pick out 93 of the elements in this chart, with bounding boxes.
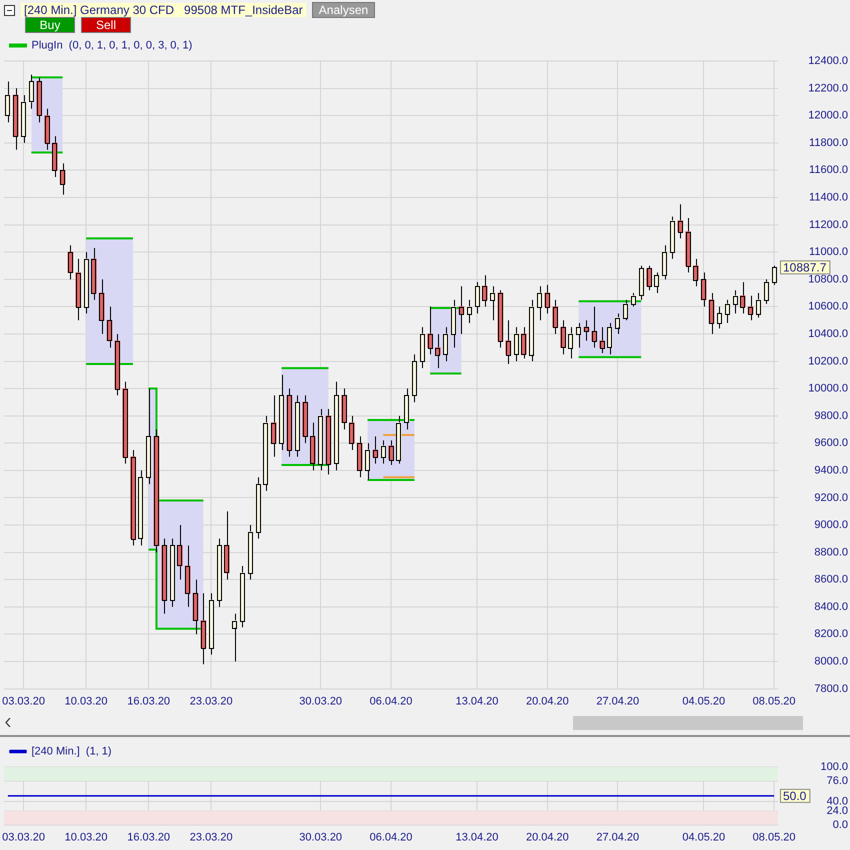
- x-tick-label: 23.03.20: [190, 831, 233, 844]
- candlestick: [333, 381, 340, 471]
- y-tick-label: 9600.0: [814, 437, 848, 450]
- candlestick: [184, 545, 191, 608]
- candlestick: [224, 510, 230, 580]
- text: 10887.7: [783, 260, 826, 275]
- y-tick-label: 9800.0: [814, 410, 848, 422]
- x-tick-label: 06.04.20: [370, 695, 412, 708]
- chart-title: [240 Min.] Germany 30 CFD 99508 MTF_InsideBar: [21, 3, 306, 17]
- legend-label: [240 Min.] (1, 1): [32, 746, 112, 758]
- y-tick-label: 76.0: [826, 774, 848, 787]
- x-tick-label: 23.03.20: [190, 695, 233, 708]
- y-tick-label: 11200.0: [809, 218, 848, 231]
- candlestick: [513, 326, 519, 362]
- y-tick-label: 9200.0: [814, 492, 848, 504]
- x-tick-label: 27.04.20: [596, 695, 640, 708]
- y-tick-label: 8800.0: [814, 546, 848, 558]
- y-tick-label: 10800.0: [808, 273, 848, 286]
- candlestick: [646, 265, 652, 291]
- y-tick-label: 7800.0: [814, 682, 848, 695]
- x-tick-label: 08.05.20: [752, 695, 796, 708]
- x-tick-label: 13.04.20: [456, 695, 498, 708]
- candlestick: [404, 388, 410, 430]
- candlestick: [5, 80, 11, 123]
- y-tick-label: 8600.0: [814, 574, 848, 586]
- y-tick-label: 10400.0: [808, 328, 848, 340]
- x-tick-label: 03.03.20: [2, 831, 45, 844]
- y-tick-label: 24.0: [826, 804, 848, 817]
- candlestick: [474, 282, 480, 314]
- candlestick: [146, 388, 152, 485]
- candlestick: [302, 394, 308, 444]
- y-tick-label: 8000.0: [814, 656, 848, 668]
- candlestick: [364, 442, 370, 480]
- candlestick: [192, 579, 198, 635]
- x-tick-label: 30.03.20: [299, 695, 342, 708]
- text: Sell: [81, 17, 131, 33]
- candlestick: [98, 278, 105, 334]
- x-tick-label: 03.03.20: [2, 695, 45, 708]
- candlestick: [638, 265, 644, 300]
- candlestick: [662, 244, 668, 280]
- candlestick: [419, 326, 426, 369]
- y-tick-label: 11800.0: [809, 136, 848, 149]
- candlestick: [52, 136, 58, 178]
- candlestick: [177, 524, 183, 580]
- x-tick-label: 04.05.20: [682, 831, 726, 844]
- candlestick: [654, 272, 660, 294]
- x-tick-label: 16.03.20: [127, 695, 170, 708]
- candlestick: [341, 388, 347, 430]
- y-tick-label: 12200.0: [808, 82, 848, 94]
- y-tick-label: 8200.0: [814, 628, 848, 640]
- x-tick-label: 20.04.20: [526, 831, 569, 844]
- x-tick-label: 06.04.20: [370, 831, 412, 844]
- candlestick: [442, 326, 449, 362]
- y-tick-label: 11400.0: [809, 192, 848, 204]
- x-tick-label: 04.05.20: [682, 695, 726, 708]
- y-tick-label: 11000.0: [809, 246, 848, 258]
- candlestick: [154, 428, 160, 553]
- y-tick-label: 12000.0: [808, 110, 848, 122]
- text: Analysen: [312, 2, 376, 18]
- y-tick-label: 9000.0: [814, 519, 848, 532]
- legend-label: PlugIn (0, 0, 1, 0, 1, 0, 0, 3, 0, 1): [32, 40, 192, 52]
- candlestick: [356, 436, 363, 478]
- candlestick: [607, 322, 613, 355]
- y-tick-label: 10600.0: [808, 300, 848, 313]
- text: Buy: [25, 17, 75, 33]
- candlestick: [28, 74, 34, 110]
- y-tick-label: 10200.0: [808, 355, 848, 368]
- candlestick: [412, 354, 418, 403]
- x-tick-label: 08.05.20: [752, 831, 796, 844]
- y-tick-label: 9400.0: [814, 464, 848, 476]
- x-tick-label: 16.03.20: [127, 831, 170, 844]
- candlestick: [560, 320, 566, 355]
- y-tick-label: 12400.0: [808, 55, 848, 68]
- candlestick: [138, 470, 144, 546]
- candlestick: [106, 306, 112, 348]
- x-tick-label: 30.03.20: [299, 831, 342, 844]
- candlestick: [68, 244, 74, 280]
- candlestick: [584, 320, 590, 342]
- candlestick: [521, 326, 527, 360]
- x-tick-label: 27.04.20: [596, 831, 640, 844]
- x-tick-label: 10.03.20: [64, 831, 108, 844]
- x-tick-label: 10.03.20: [64, 695, 108, 708]
- y-tick-label: 0.0: [832, 818, 848, 831]
- y-tick-label: 10000.0: [808, 382, 848, 395]
- x-tick-label: 20.04.20: [526, 695, 569, 708]
- candlestick: [700, 272, 707, 308]
- candlestick: [310, 422, 316, 471]
- y-tick-label: 11600.0: [809, 164, 848, 176]
- data-label: 50.0: [783, 789, 807, 804]
- y-tick-label: 100.0: [820, 761, 848, 774]
- x-tick-label: 13.04.20: [456, 831, 498, 844]
- candlestick: [36, 76, 42, 123]
- y-tick-label: 8400.0: [814, 600, 848, 613]
